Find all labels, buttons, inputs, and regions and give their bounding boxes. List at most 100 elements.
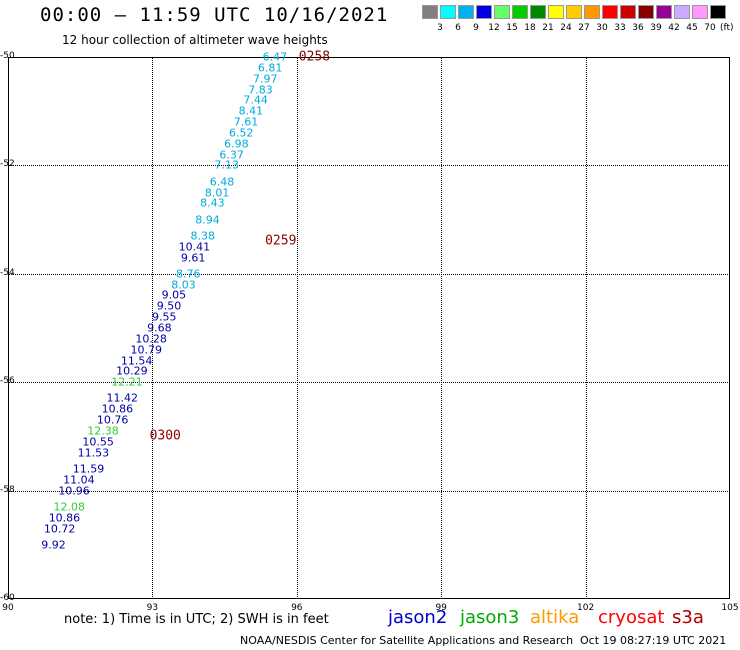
legend-label: 3 — [437, 23, 443, 33]
wave-height-label: 6.52 — [228, 126, 254, 140]
lon-tick-label: 102 — [577, 603, 595, 613]
wave-height-label: 10.96 — [58, 484, 90, 498]
time-marker: 0258 — [298, 49, 331, 65]
wave-height-label: 11.42 — [106, 391, 138, 405]
wave-height-label: 10.79 — [130, 343, 163, 357]
footer-generated-time: Oct 19 08:27:19 UTC 2021 — [580, 634, 727, 647]
wave-height-label: 8.03 — [171, 278, 196, 292]
wave-height-label: 8.43 — [200, 196, 225, 210]
grid-line-lat — [8, 490, 730, 492]
legend-label: 30 — [596, 23, 608, 33]
satellite-s3a: s3a — [672, 607, 704, 628]
wave-height-label: 10.29 — [116, 364, 148, 378]
legend-swatch — [656, 5, 672, 19]
wave-height-label: 10.72 — [43, 522, 76, 536]
wave-height-label: 9.05 — [161, 288, 187, 302]
lon-tick-label: 105 — [721, 603, 739, 613]
grid-line-lon — [152, 57, 154, 599]
legend-swatch — [710, 5, 726, 19]
wave-height-label: 10.86 — [48, 511, 81, 525]
lon-tick-label: 90 — [2, 603, 14, 613]
lat-tick-label: -58 — [0, 484, 15, 495]
grid-line-lat — [8, 273, 730, 275]
legend-label: 21 — [542, 23, 554, 33]
satellite-jason2: jason2 — [388, 607, 448, 628]
lon-tick-label: 93 — [146, 603, 159, 613]
time-marker: 0259 — [265, 233, 297, 249]
wave-height-label: 10.41 — [178, 240, 211, 254]
lat-tick-label: -54 — [0, 267, 15, 278]
legend-swatch — [440, 5, 456, 19]
legend-label: 70 — [704, 23, 716, 33]
legend-swatch — [638, 5, 654, 19]
legend-label: 42 — [668, 23, 680, 33]
grid-line-lon — [441, 57, 443, 599]
wave-height-label: 9.55 — [151, 310, 177, 324]
lat-tick-label: -52 — [0, 159, 15, 170]
page-subtitle: 12 hour collection of altimeter wave hei… — [62, 33, 328, 47]
wave-height-label: 6.98 — [224, 137, 249, 151]
grid-line-lat — [8, 165, 730, 167]
legend-swatch — [620, 5, 636, 19]
satellite-cryosat: cryosat — [598, 607, 665, 628]
wave-height-label: 10.76 — [96, 413, 129, 427]
lon-tick-label: 99 — [435, 603, 447, 613]
wave-height-label: 12.38 — [87, 424, 119, 438]
legend-swatch — [494, 5, 510, 19]
wave-height-label: 11.53 — [77, 446, 110, 460]
legend-swatch — [422, 5, 438, 19]
legend-swatch — [458, 5, 474, 19]
legend-label: 39 — [650, 23, 662, 33]
wave-height-label: 9.92 — [41, 538, 66, 552]
wave-height-label: 11.59 — [72, 462, 105, 476]
lat-tick-label: -56 — [0, 376, 15, 387]
legend-label: 27 — [578, 23, 590, 33]
wave-height-label: 6.81 — [257, 61, 283, 75]
legend-label: 36 — [632, 23, 644, 33]
footer-credit: NOAA/NESDIS Center for Satellite Applica… — [240, 634, 574, 647]
wave-height-label: 8.41 — [238, 104, 264, 118]
wave-height-label: 7.83 — [248, 83, 273, 97]
grid-line-lon — [585, 57, 587, 599]
wave-height-label: 9.61 — [180, 251, 206, 265]
lon-tick-label: 96 — [291, 603, 303, 613]
legend-swatch — [530, 5, 546, 19]
legend-label: 6 — [455, 23, 461, 33]
legend-swatch — [674, 5, 690, 19]
wave-height-label: 6.48 — [209, 175, 235, 189]
wave-height-label: 10.28 — [135, 332, 167, 346]
time-marker: 0300 — [149, 428, 181, 444]
legend-label: 24 — [560, 23, 572, 33]
wave-height-label: 8.94 — [195, 213, 220, 227]
legend-label: 18 — [524, 23, 536, 33]
legend-swatch — [512, 5, 528, 19]
legend-label: 45 — [686, 23, 698, 33]
page-title: 00:00 – 11:59 UTC 10/16/2021 — [40, 4, 389, 26]
wave-height-label: 6.47 — [262, 50, 288, 64]
lat-tick-label: -60 — [0, 593, 15, 603]
legend-unit: (ft) — [720, 23, 734, 33]
legend-label: 12 — [488, 23, 500, 33]
wave-height-label: 11.04 — [63, 473, 95, 487]
footer-note: note: 1) Time is in UTC; 2) SWH is in fe… — [64, 612, 329, 627]
wave-height-label: 7.13 — [214, 158, 240, 172]
wave-height-label: 9.50 — [156, 299, 182, 313]
wave-height-label: 7.44 — [243, 93, 268, 107]
wave-height-label: 11.54 — [120, 354, 153, 368]
wave-height-label: 7.61 — [233, 115, 259, 129]
grid-line-lon — [296, 57, 298, 599]
wave-height-label: 6.37 — [219, 148, 244, 162]
legend-swatch — [548, 5, 564, 19]
wave-height-label: 8.01 — [204, 186, 230, 199]
satellite-jason3: jason3 — [460, 607, 520, 628]
lat-tick-label: -50 — [0, 51, 15, 61]
wave-height-label: 7.97 — [253, 72, 278, 86]
wave-height-label: 10.86 — [101, 402, 134, 416]
wave-height-label: 10.55 — [82, 435, 114, 449]
legend-swatch — [584, 5, 600, 19]
satellite-altika: altika — [530, 607, 580, 628]
wave-height-label: 8.38 — [190, 229, 215, 243]
legend-swatch — [692, 5, 708, 19]
legend-swatch — [602, 5, 618, 19]
